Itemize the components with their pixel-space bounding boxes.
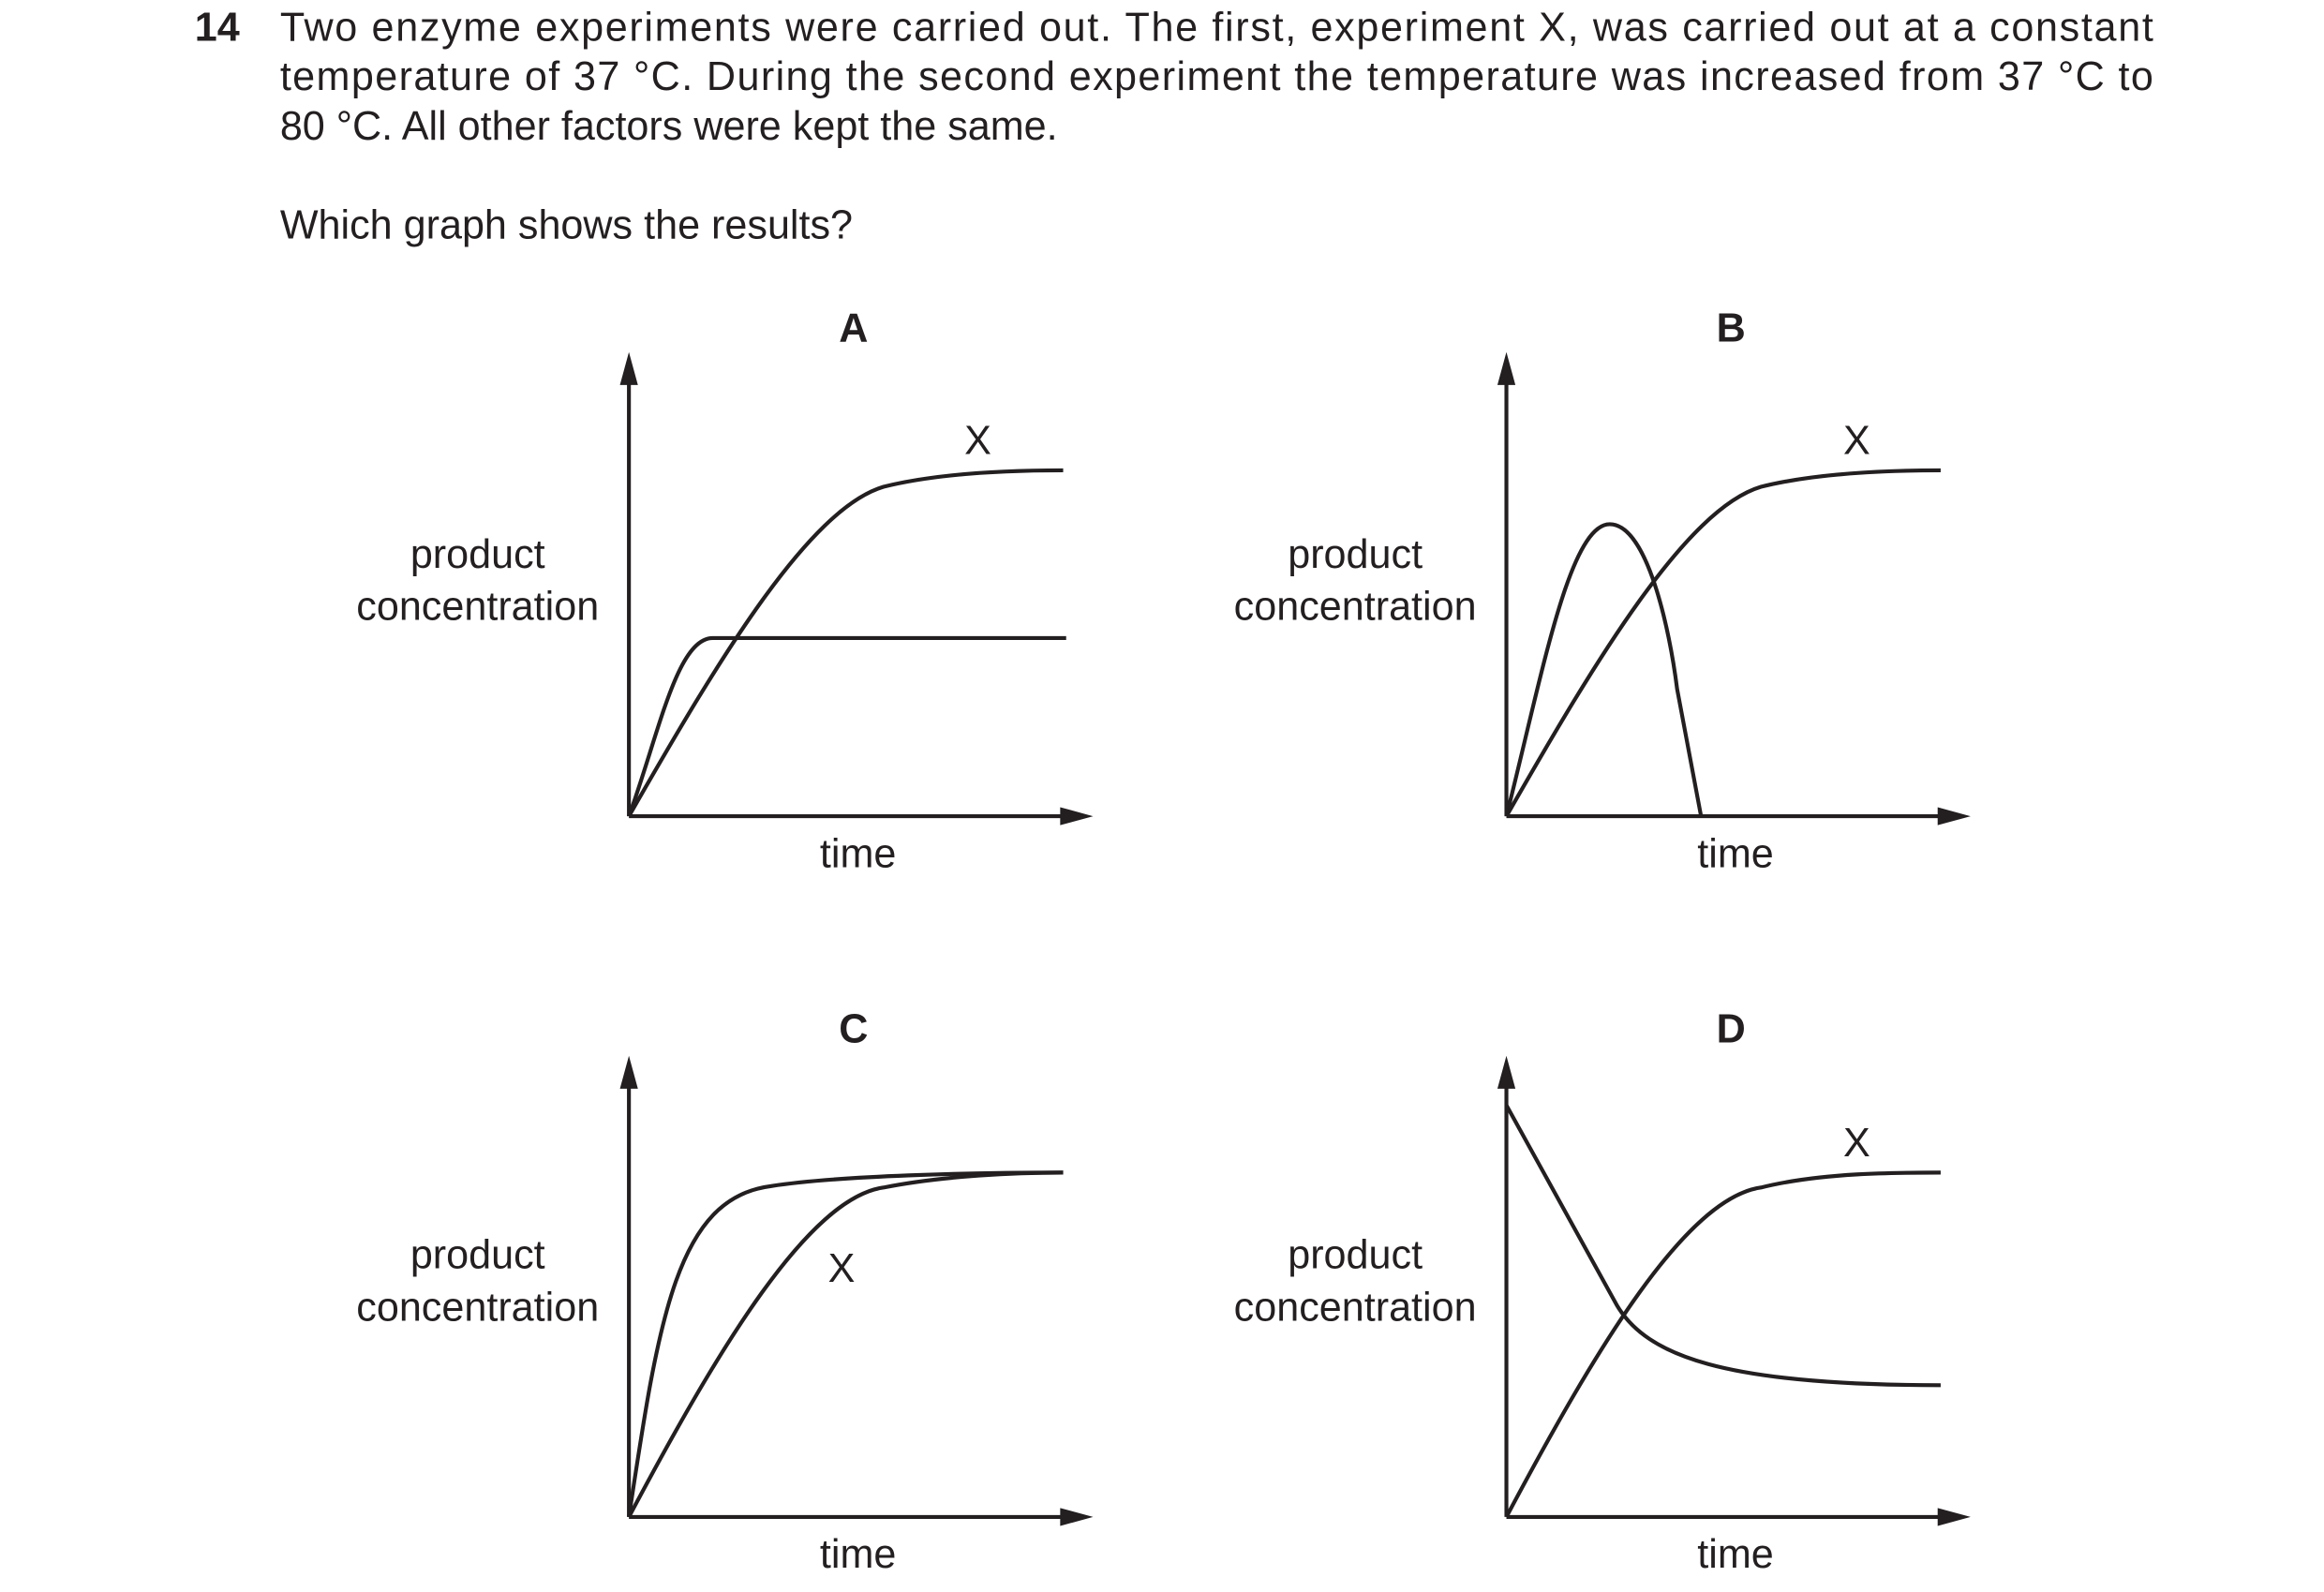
x-axis-arrow: [1937, 807, 1971, 826]
graph-label: A: [839, 306, 868, 351]
curve: [627, 468, 1064, 818]
curve-label: X: [964, 418, 991, 463]
curve: [627, 1170, 1064, 1518]
curve: [627, 1170, 1064, 1518]
x-axis-arrow: [1060, 807, 1094, 826]
curve: [1504, 1104, 1941, 1388]
x-axis-label: time: [820, 831, 896, 876]
y-axis-label: product: [410, 532, 545, 577]
y-axis-arrow: [619, 351, 638, 385]
x-axis-label: time: [820, 1532, 896, 1577]
x-axis-label: time: [1697, 831, 1773, 876]
y-axis-label: concentration: [1234, 1286, 1477, 1331]
x-axis-arrow: [1937, 1508, 1971, 1526]
y-axis-label: product: [1288, 1233, 1423, 1278]
question-text: Two enzyme experiments were carried out.…: [280, 5, 2153, 50]
x-axis-arrow: [1060, 1508, 1094, 1526]
x-axis-label: time: [1697, 1532, 1773, 1577]
y-axis-label: product: [1288, 532, 1423, 577]
question-number: 14: [195, 5, 240, 50]
graph-label: D: [1717, 1006, 1746, 1051]
y-axis-arrow: [1497, 1055, 1516, 1089]
y-axis-label: concentration: [356, 1286, 599, 1331]
curve-label: X: [1843, 1121, 1870, 1166]
graph-label: C: [839, 1006, 868, 1051]
question-text: temperature of 37 °C. During the second …: [280, 54, 2153, 99]
y-axis-arrow: [1497, 351, 1516, 385]
curve-label: X: [1843, 418, 1870, 463]
graph-label: B: [1717, 306, 1746, 351]
y-axis-label: concentration: [1234, 585, 1477, 630]
curve: [627, 635, 1066, 817]
curve-label: X: [828, 1246, 856, 1291]
y-axis-label: concentration: [356, 585, 599, 630]
curve: [1504, 468, 1941, 818]
question-prompt: Which graph shows the results?: [280, 202, 853, 247]
curve: [1504, 1170, 1941, 1518]
y-axis-arrow: [619, 1055, 638, 1089]
y-axis-label: product: [410, 1233, 545, 1278]
question-text: 80 °C. All other factors were kept the s…: [280, 104, 1058, 149]
curve: [1504, 522, 1704, 817]
